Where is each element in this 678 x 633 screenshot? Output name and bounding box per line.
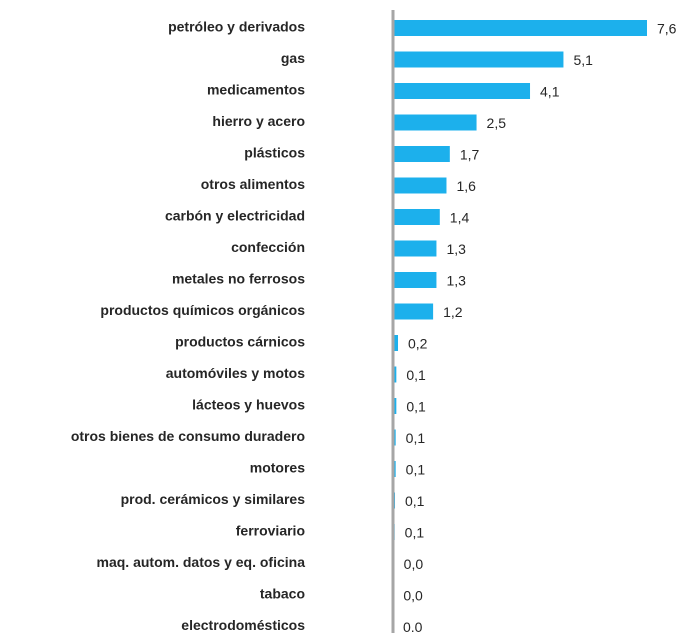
- category-label: petróleo y derivados: [168, 19, 305, 35]
- category-label: otros alimentos: [201, 176, 305, 192]
- category-label: confección: [231, 239, 305, 255]
- bar: [393, 240, 437, 257]
- bar: [393, 272, 437, 288]
- value-label: 1,6: [456, 178, 476, 194]
- value-label: 1,2: [443, 304, 463, 320]
- category-label: ferroviario: [236, 523, 305, 539]
- value-label: 4,1: [540, 84, 560, 100]
- category-label: productos químicos orgánicos: [100, 302, 305, 318]
- value-label: 2,5: [487, 115, 507, 131]
- value-label: 1,3: [446, 241, 466, 257]
- value-label: 0,1: [406, 367, 426, 383]
- value-label: 0,1: [405, 525, 425, 541]
- bar: [393, 335, 399, 351]
- category-label: hierro y acero: [212, 113, 305, 129]
- category-label: maq. autom. datos y eq. oficina: [97, 554, 306, 570]
- category-label: tabaco: [260, 586, 305, 602]
- value-label: 0,0: [404, 556, 424, 572]
- value-label: 5,1: [573, 52, 593, 68]
- value-label: 1,4: [450, 210, 470, 226]
- category-label: motores: [250, 460, 305, 476]
- category-label: metales no ferrosos: [172, 271, 305, 287]
- category-label: carbón y electricidad: [165, 208, 305, 224]
- bar: [393, 209, 440, 225]
- value-label: 0,1: [405, 493, 425, 509]
- bar: [393, 146, 450, 162]
- category-label: lácteos y huevos: [192, 397, 305, 413]
- value-label: 0,1: [406, 430, 426, 446]
- bar: [393, 114, 477, 131]
- category-label: gas: [281, 50, 305, 66]
- category-label: plásticos: [244, 145, 305, 161]
- value-label: 0,0: [403, 588, 423, 604]
- bar: [393, 398, 397, 414]
- category-label: productos cárnicos: [175, 334, 305, 350]
- bar: [393, 51, 564, 68]
- value-label: 1,7: [460, 147, 480, 163]
- value-label: 7,6: [657, 21, 677, 37]
- value-label: 1,3: [446, 273, 466, 289]
- category-label: electrodomésticos: [181, 617, 305, 633]
- bar: [393, 366, 397, 383]
- bar: [393, 83, 531, 99]
- category-label: automóviles y motos: [166, 365, 305, 381]
- bar: [393, 303, 434, 320]
- category-label: prod. cerámicos y similares: [121, 491, 306, 507]
- bar: [393, 20, 647, 36]
- value-label: 0,2: [408, 336, 428, 352]
- value-label: 0.0: [403, 619, 423, 633]
- bar: [393, 177, 447, 194]
- category-label: medicamentos: [207, 82, 305, 98]
- category-label: otros bienes de consumo duradero: [71, 428, 305, 444]
- value-label: 0,1: [406, 399, 426, 415]
- value-label: 0,1: [406, 462, 426, 478]
